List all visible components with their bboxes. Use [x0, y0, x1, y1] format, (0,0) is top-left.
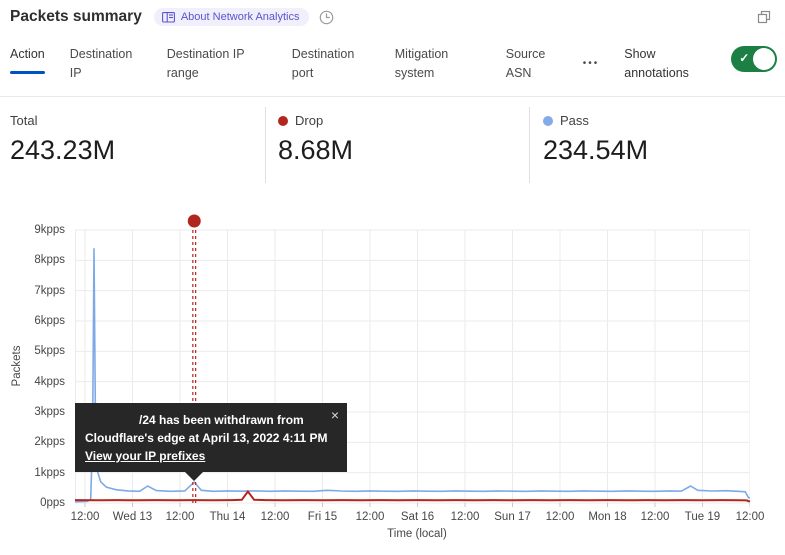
stat-drop[interactable]: Drop 8.68M — [266, 107, 529, 183]
stat-label: Pass — [560, 113, 589, 128]
clock-icon[interactable] — [319, 10, 334, 25]
stat-label: Drop — [295, 113, 324, 128]
x-tick-label: 12:00 — [70, 511, 100, 523]
check-icon: ✓ — [739, 51, 750, 65]
annotation-tooltip: × /24 has been withdrawn from Cloudflare… — [75, 403, 347, 481]
pass-legend-dot-icon — [543, 115, 553, 126]
show-annotations-label: Show annotations — [624, 47, 689, 80]
series-line-pass — [75, 248, 750, 503]
y-tick-label: 2kpps — [34, 436, 65, 449]
drop-legend-dot-icon — [278, 115, 288, 126]
y-tick-label: 3kpps — [34, 406, 65, 418]
x-tick-label: Sun 17 — [494, 511, 531, 523]
tab-source-asn[interactable]: Source ASN — [505, 47, 546, 80]
page-title: Packets summary — [10, 8, 142, 25]
tooltip-text-line1: /24 has been withdrawn from — [139, 413, 304, 427]
view-ip-prefixes-link[interactable]: View your IP prefixes — [85, 449, 206, 463]
x-tick-label: Tue 19 — [684, 511, 721, 523]
x-tick-label: Sat 16 — [400, 511, 435, 523]
toggle-knob — [753, 48, 776, 70]
more-tabs-button[interactable]: ••• — [582, 58, 600, 69]
stat-value: 234.54M — [543, 135, 649, 165]
stat-divider — [529, 107, 530, 183]
tab-destination-port[interactable]: Destination port — [291, 47, 355, 80]
x-tick-label: Thu 14 — [209, 511, 246, 523]
stat-divider — [265, 107, 266, 183]
y-tick-label: 5kpps — [34, 345, 65, 358]
x-tick-label: 12:00 — [450, 511, 480, 523]
x-tick-label: Wed 13 — [112, 511, 153, 523]
tooltip-close-icon[interactable]: × — [330, 407, 339, 423]
stat-value: 243.23M — [10, 135, 116, 165]
book-icon — [161, 11, 175, 23]
filter-tabs: Action Destination IP Destination IP range… — [10, 45, 785, 83]
x-tick-label: 12:00 — [355, 511, 385, 523]
x-tick-label: 12:00 — [640, 511, 670, 523]
y-axis-labels: 0pps 1kpps 2kpps 3kpps 4kpps 5kpps 6kpps 7kpps 8… — [0, 0, 68, 555]
stat-pass[interactable]: Pass 234.54M — [530, 107, 785, 183]
y-tick-label: 9kpps — [34, 224, 65, 236]
x-tick-label: 12:00 — [735, 511, 765, 523]
header: Packets summary About Network Analytics — [10, 8, 334, 26]
summary-stats: Total 243.23M Drop 8.68M Pass 234.54M — [0, 107, 785, 183]
tab-destination-ip[interactable]: Destination IP — [69, 47, 133, 80]
tooltip-text-line2: Cloudflare's edge at April 13, 2022 4:11… — [85, 431, 328, 445]
tab-mitigation-system[interactable]: Mitigation system — [394, 47, 449, 80]
x-tick-label: 12:00 — [260, 511, 290, 523]
stat-total: Total 243.23M — [0, 107, 265, 183]
x-axis-title: Time (local) — [387, 528, 447, 540]
y-tick-label: 8kpps — [34, 254, 65, 267]
about-network-analytics-badge[interactable]: About Network Analytics — [153, 8, 310, 26]
x-tick-label: 12:00 — [545, 511, 575, 523]
y-tick-label: 7kpps — [34, 284, 65, 297]
x-tick-label: Mon 18 — [588, 511, 627, 523]
y-tick-label: 4kpps — [34, 375, 65, 388]
series-line-drop — [75, 489, 750, 503]
tab-action[interactable]: Action — [10, 45, 45, 74]
tabs-divider — [0, 96, 785, 97]
stat-value: 8.68M — [278, 135, 354, 165]
annotation-marker-icon[interactable] — [187, 214, 201, 228]
stat-label: Total — [10, 113, 38, 128]
y-tick-label: 1kpps — [34, 466, 65, 479]
popout-icon[interactable] — [757, 10, 771, 24]
tab-destination-ip-range[interactable]: Destination IP range — [166, 47, 245, 80]
x-tick-label: Fri 15 — [307, 511, 338, 523]
y-tick-label: 0pps — [40, 497, 65, 509]
show-annotations-toggle[interactable]: ✓ — [731, 46, 778, 72]
badge-label: About Network Analytics — [180, 11, 300, 23]
y-tick-label: 6kpps — [34, 315, 65, 327]
x-tick-label: 12:00 — [165, 511, 195, 523]
